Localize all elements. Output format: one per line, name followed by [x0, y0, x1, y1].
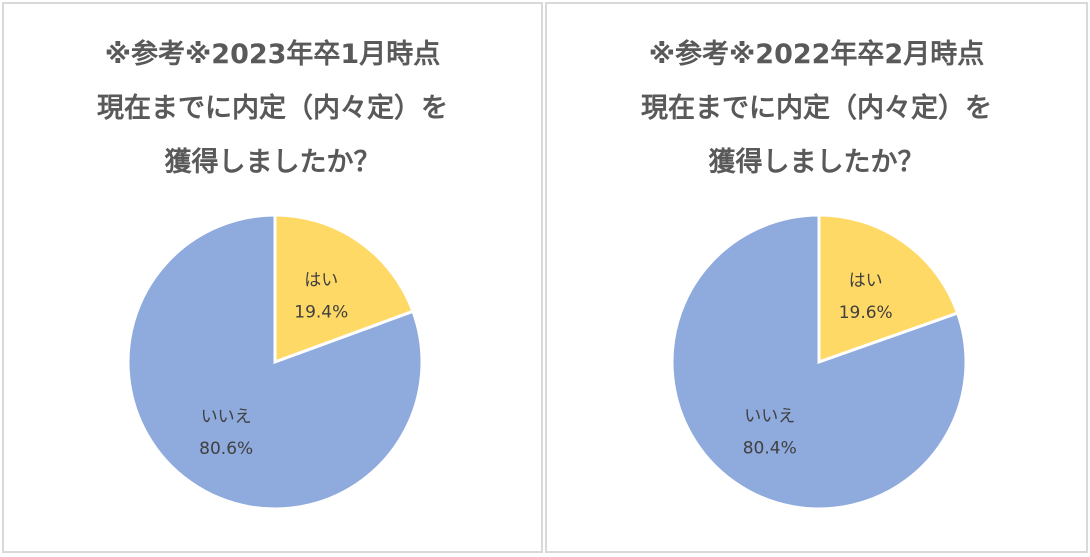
chart-panel-2023: ※参考※2023年卒1月時点 現在までに内定（内々定）を 獲得しましたか？ はい…: [2, 2, 543, 553]
chart-title: ※参考※2023年卒1月時点 現在までに内定（内々定）を 獲得しましたか？: [4, 28, 541, 190]
slice-category-label: いいえ: [744, 407, 795, 427]
chart-panel-2022: ※参考※2022年卒2月時点 現在までに内定（内々定）を 獲得しましたか？ はい…: [545, 2, 1088, 553]
slice-value-label: 80.4%: [743, 439, 797, 459]
chart-title-line-1: ※参考※2023年卒1月時点: [104, 39, 441, 70]
slice-category-label: はい: [849, 271, 883, 291]
chart-title-line-3: 獲得しましたか？: [164, 147, 381, 178]
slice-value-label: 19.4%: [294, 303, 348, 323]
slice-category-label: いいえ: [201, 407, 252, 427]
slice-value-label: 19.6%: [839, 303, 893, 323]
chart-title-line-1: ※参考※2022年卒2月時点: [648, 39, 985, 70]
pie-slice-no: [670, 213, 968, 511]
chart-title: ※参考※2022年卒2月時点 現在までに内定（内々定）を 獲得しましたか？: [547, 28, 1086, 190]
slice-value-label: 80.6%: [199, 439, 253, 459]
chart-title-line-2: 現在までに内定（内々定）を: [641, 93, 992, 124]
pie-chart-2022: はい 19.6% いいえ 80.4%: [670, 213, 968, 511]
pie-slice-no: [126, 213, 424, 511]
chart-title-line-2: 現在までに内定（内々定）を: [97, 93, 448, 124]
chart-title-line-3: 獲得しましたか？: [708, 147, 925, 178]
pie-chart-2023: はい 19.4% いいえ 80.6%: [126, 213, 424, 511]
pie-slice-yes: [273, 213, 415, 365]
slice-category-label: はい: [304, 271, 338, 291]
